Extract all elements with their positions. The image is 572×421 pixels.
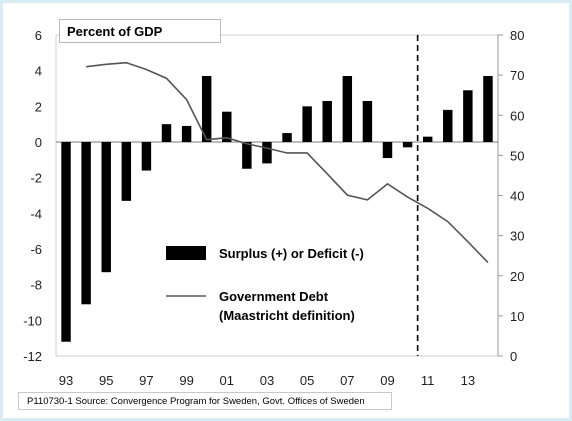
- surplus-deficit-bar: [81, 142, 91, 305]
- left-axis-tick-label: -6: [30, 242, 42, 257]
- left-axis-tick-label: 4: [35, 64, 42, 79]
- surplus-deficit-bar: [101, 142, 111, 273]
- x-axis-tick-label: 05: [300, 373, 314, 388]
- surplus-deficit-bar: [282, 133, 292, 142]
- surplus-deficit-bar: [422, 136, 433, 142]
- chart-title: Percent of GDP: [59, 19, 221, 43]
- surplus-deficit-bar: [342, 76, 353, 142]
- right-axis-tick-label: 50: [510, 148, 524, 163]
- surplus-deficit-bar: [201, 76, 212, 142]
- legend-line-label: Government Debt: [219, 289, 329, 304]
- right-axis-tick-label: 10: [510, 309, 524, 324]
- right-axis-tick-label: 70: [510, 68, 524, 83]
- surplus-deficit-bar: [121, 142, 132, 201]
- x-axis-tick-label: 11: [421, 373, 435, 388]
- left-axis-tick-label: 2: [35, 99, 42, 114]
- government-debt-line: [86, 61, 489, 264]
- x-axis-tick-label: 97: [139, 373, 153, 388]
- surplus-deficit-bar: [362, 100, 373, 142]
- right-axis-tick-label: 80: [510, 28, 524, 43]
- x-axis-tick-label: 99: [179, 373, 193, 388]
- legend-line-label-2: (Maastricht definition): [219, 308, 355, 323]
- surplus-deficit-bar: [141, 142, 152, 171]
- right-axis-tick-label: 30: [510, 229, 524, 244]
- legend-bar-label: Surplus (+) or Deficit (-): [219, 246, 364, 261]
- source-note: P110730-1 Source: Convergence Program fo…: [18, 392, 392, 410]
- x-axis-tick-label: 09: [380, 373, 394, 388]
- surplus-deficit-bar: [262, 142, 272, 164]
- surplus-deficit-bar: [322, 100, 332, 142]
- right-axis-tick-label: 0: [510, 349, 517, 364]
- right-axis-tick-label: 20: [510, 269, 524, 284]
- surplus-deficit-bar: [402, 142, 413, 148]
- left-axis-tick-label: -2: [30, 171, 42, 186]
- left-axis-tick-label: 0: [35, 135, 42, 150]
- surplus-deficit-bar: [242, 142, 252, 169]
- surplus-deficit-bar: [181, 125, 192, 142]
- left-axis-tick-label: -10: [23, 313, 42, 328]
- surplus-deficit-bar: [463, 90, 473, 142]
- left-axis-tick-label: -8: [30, 278, 42, 293]
- surplus-deficit-bar: [161, 124, 172, 142]
- right-axis-tick-label: 40: [510, 189, 524, 204]
- surplus-deficit-bar: [483, 76, 493, 142]
- legend-bar-swatch: [166, 246, 206, 260]
- left-axis-tick-label: 6: [35, 28, 42, 43]
- x-axis-tick-label: 07: [340, 373, 354, 388]
- x-axis-tick-label: 93: [59, 373, 73, 388]
- left-axis-tick-label: -4: [30, 206, 42, 221]
- surplus-deficit-bar: [61, 142, 71, 342]
- surplus-deficit-bar: [302, 106, 312, 142]
- left-axis-tick-label: -12: [23, 349, 42, 364]
- x-axis-tick-label: 01: [220, 373, 234, 388]
- right-axis-tick-label: 60: [510, 108, 524, 123]
- surplus-deficit-bar: [222, 111, 232, 142]
- surplus-deficit-bar: [443, 109, 453, 142]
- x-axis-tick-label: 95: [99, 373, 113, 388]
- x-axis-tick-label: 03: [260, 373, 274, 388]
- x-axis-tick-label: 13: [461, 373, 475, 388]
- surplus-deficit-bar: [382, 142, 393, 159]
